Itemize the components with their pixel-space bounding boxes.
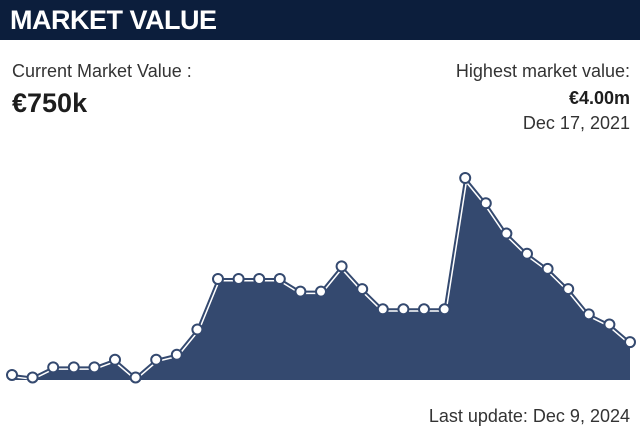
current-label: Current Market Value : — [12, 61, 192, 81]
point — [170, 348, 183, 361]
point — [438, 303, 451, 316]
point — [479, 197, 492, 210]
point — [26, 371, 39, 384]
point — [129, 371, 142, 384]
point — [603, 318, 616, 331]
point — [109, 353, 121, 366]
current-value: €750k — [12, 88, 88, 118]
point — [335, 260, 348, 273]
point — [67, 361, 80, 374]
point — [521, 247, 533, 260]
point — [315, 285, 327, 298]
point — [459, 172, 472, 184]
point — [376, 303, 389, 316]
point — [294, 285, 307, 298]
point — [500, 227, 513, 240]
last-update: Last update: Dec 9, 2024 — [428, 406, 630, 426]
point — [150, 353, 163, 366]
point — [273, 273, 286, 285]
highest-date: Dec 17, 2021 — [522, 113, 630, 133]
point — [253, 273, 266, 285]
point — [356, 283, 369, 296]
highest-label: Highest market value: — [455, 61, 630, 81]
point — [624, 336, 636, 349]
point — [88, 361, 101, 374]
header-title: MARKET VALUE — [0, 0, 640, 40]
point — [418, 303, 430, 316]
point — [582, 308, 595, 321]
point — [6, 368, 18, 381]
point — [232, 273, 245, 285]
point — [212, 273, 224, 285]
highest-value: €4.00m — [568, 88, 630, 108]
area — [12, 178, 630, 380]
point — [562, 283, 575, 296]
point — [397, 303, 410, 316]
point — [47, 361, 60, 374]
point — [541, 262, 554, 275]
point — [191, 323, 204, 336]
